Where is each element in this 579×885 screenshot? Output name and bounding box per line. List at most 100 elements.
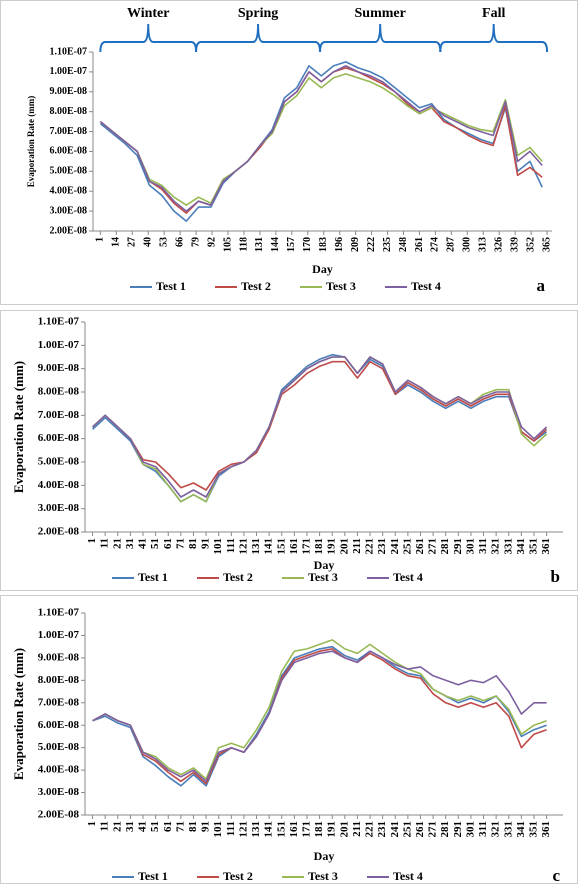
series-line (92, 356, 548, 498)
x-tick-label: 321 (490, 538, 502, 555)
x-tick-label: 131 (250, 538, 262, 555)
x-tick-label: 157 (286, 237, 297, 252)
y-tick-label: 4.00E-08 (50, 186, 88, 197)
x-tick-label: 1 (86, 538, 98, 544)
x-axis-label: Day (312, 262, 333, 276)
season-label: Fall (482, 6, 505, 21)
x-tick-label: 66 (174, 237, 185, 247)
series-line (99, 61, 543, 222)
x-tick-label: 183 (318, 237, 329, 252)
x-tick-label: 365 (541, 237, 552, 252)
x-tick-label: 40 (143, 237, 154, 247)
y-tick-label: 6.00E-08 (38, 719, 80, 731)
y-tick-label: 2.00E-08 (38, 526, 80, 538)
x-tick-label: 351 (528, 821, 540, 838)
y-tick-label: 3.00E-08 (50, 205, 88, 216)
season-brace (439, 23, 549, 53)
x-tick-label: 221 (364, 821, 376, 838)
x-tick-label: 321 (490, 821, 502, 838)
x-tick-label: 161 (288, 821, 300, 838)
y-tick-label: 5.00E-08 (38, 741, 80, 753)
y-axis-label: Evaporation Rate (mm) (11, 361, 26, 493)
legend-label: Test 3 (308, 869, 338, 883)
y-tick-label: 9.00E-08 (38, 362, 80, 374)
y-tick-label: 4.00E-08 (38, 764, 80, 776)
x-axis-label: Day (314, 849, 335, 863)
y-tick-label: 7.00E-08 (50, 126, 88, 137)
panel-border (0, 595, 578, 884)
x-tick-label: 221 (364, 538, 376, 555)
y-tick-label: 5.00E-08 (38, 456, 80, 468)
x-tick-label: 91 (200, 821, 212, 832)
y-tick-label: 4.00E-08 (38, 479, 80, 491)
x-tick-label: 131 (254, 237, 265, 252)
x-tick-label: 209 (350, 237, 361, 252)
x-tick-label: 331 (502, 538, 514, 555)
season-label: Winter (127, 6, 170, 21)
x-tick-label: 231 (376, 821, 388, 838)
legend-label: Test 2 (241, 279, 271, 293)
y-tick-label: 3.00E-08 (38, 502, 80, 514)
y-tick-label: 1.10E-07 (50, 46, 88, 57)
x-tick-label: 231 (376, 538, 388, 555)
y-tick-label: 7.00E-08 (38, 696, 80, 708)
x-tick-label: 311 (477, 538, 489, 554)
x-tick-label: 141 (263, 821, 275, 838)
x-tick-label: 111 (225, 538, 237, 553)
y-tick-label: 7.00E-08 (38, 409, 80, 421)
x-tick-label: 181 (313, 538, 325, 555)
x-tick-label: 241 (389, 821, 401, 838)
x-tick-label: 21 (111, 538, 123, 549)
x-tick-label: 271 (427, 538, 439, 555)
x-tick-label: 222 (366, 237, 377, 252)
x-tick-label: 71 (174, 821, 186, 832)
x-tick-label: 341 (515, 538, 527, 555)
x-tick-label: 201 (338, 821, 350, 838)
series-line (92, 648, 547, 785)
x-tick-label: 291 (452, 821, 464, 838)
x-tick-label: 141 (263, 538, 275, 555)
x-tick-label: 41 (137, 821, 149, 832)
x-tick-label: 151 (275, 821, 287, 838)
x-tick-label: 79 (190, 237, 201, 247)
x-tick-label: 191 (326, 538, 338, 555)
series-line (99, 67, 543, 214)
season-label: Spring (238, 6, 278, 21)
x-tick-label: 274 (430, 237, 441, 252)
y-tick-label: 6.00E-08 (50, 146, 88, 157)
legend-label: Test 4 (393, 869, 423, 883)
x-tick-label: 281 (439, 821, 451, 838)
y-tick-label: 9.00E-08 (50, 86, 88, 97)
y-tick-label: 1.00E-07 (38, 339, 80, 351)
x-tick-label: 331 (502, 821, 514, 838)
x-tick-label: 191 (326, 821, 338, 838)
x-tick-label: 71 (174, 538, 186, 549)
y-tick-label: 8.00E-08 (50, 106, 88, 117)
x-tick-label: 161 (288, 538, 300, 555)
series-line (92, 650, 547, 783)
x-tick-label: 14 (111, 237, 122, 247)
legend-label: Test 4 (411, 279, 441, 293)
legend-label: Test 1 (138, 570, 168, 584)
x-tick-label: 31 (124, 538, 136, 549)
x-tick-label: 51 (149, 821, 161, 832)
y-axis-label: Evaporation Rate (mm) (11, 648, 26, 780)
x-tick-label: 251 (401, 821, 413, 838)
x-tick-label: 81 (187, 538, 199, 549)
y-tick-label: 5.00E-08 (50, 166, 88, 177)
season-brace (99, 23, 198, 53)
season-brace (195, 23, 322, 53)
x-tick-label: 341 (515, 821, 527, 838)
panel-label: c (552, 866, 560, 885)
legend-label: Test 3 (326, 279, 356, 293)
series-line (99, 65, 543, 212)
x-tick-label: 326 (494, 237, 505, 252)
x-tick-label: 1 (86, 821, 98, 827)
season-label: Summer (355, 6, 406, 21)
x-tick-label: 301 (464, 821, 476, 838)
x-tick-label: 151 (275, 538, 287, 555)
x-tick-label: 300 (462, 237, 473, 252)
series-line (99, 73, 543, 206)
legend-label: Test 1 (156, 279, 186, 293)
